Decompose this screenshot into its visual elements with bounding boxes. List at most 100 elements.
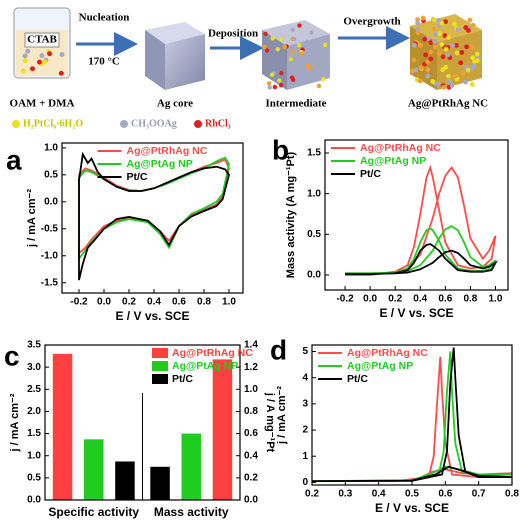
x-tick-label: 1.0 xyxy=(489,294,503,305)
particle xyxy=(440,54,446,60)
intermediate-right xyxy=(287,34,330,90)
particle xyxy=(266,81,272,86)
particle xyxy=(466,28,471,33)
x-tick-label: 0.6 xyxy=(172,297,186,308)
x-tick-label: 0.4 xyxy=(413,294,427,305)
particle xyxy=(432,39,438,44)
particle xyxy=(267,85,272,90)
y-tick-label: 1.0 xyxy=(44,142,58,153)
particle xyxy=(452,73,458,79)
particle xyxy=(413,67,419,73)
particle xyxy=(446,79,452,84)
particle xyxy=(307,66,312,71)
bar xyxy=(181,433,201,500)
particle xyxy=(58,70,64,76)
particle xyxy=(454,50,460,56)
legend-dot xyxy=(194,120,202,128)
legend-label: Pt/C xyxy=(127,171,148,183)
particle xyxy=(442,33,448,38)
particle xyxy=(463,79,468,85)
particle xyxy=(278,36,284,42)
particle xyxy=(297,23,302,28)
label-box xyxy=(24,32,60,48)
y-tick-label: 3.5 xyxy=(27,340,41,351)
cube-top xyxy=(145,22,205,44)
particle xyxy=(428,49,434,55)
legend-dot xyxy=(120,120,128,128)
legend-label: Ag@PtRhAg NC xyxy=(360,142,441,154)
particle xyxy=(474,58,480,64)
precursor-label: H₂PtCl₆·6H₂O xyxy=(23,118,83,129)
particle xyxy=(47,51,53,57)
particle xyxy=(436,51,442,57)
y-label: j / mA cm⁻² xyxy=(26,189,38,248)
legend-label: Ag@PtAg NP xyxy=(360,155,426,167)
y-label: j / mA cm⁻² xyxy=(9,393,21,452)
y2-tick-label: 1.2 xyxy=(244,362,258,373)
panel-letter: b xyxy=(272,134,289,165)
x-label: E / V vs. SCE xyxy=(379,306,453,320)
legend-label: Ag@PtAg NP xyxy=(347,360,413,372)
y-label: Mass activity (A mg⁻¹Pt) xyxy=(285,151,297,278)
x-tick-label: -0.2 xyxy=(336,294,354,305)
particle xyxy=(291,36,297,42)
particle xyxy=(309,30,314,35)
temperature-label: 170 °C xyxy=(88,56,120,68)
particle xyxy=(411,42,417,48)
step-label: Overgrowth xyxy=(343,16,400,28)
y2-tick-label: 1.4 xyxy=(244,340,258,351)
particle xyxy=(439,42,445,47)
x-tick-label: -0.2 xyxy=(70,297,88,308)
product-top xyxy=(410,14,482,42)
bar xyxy=(84,439,104,500)
particle xyxy=(445,52,451,58)
x-tick-label: 0.0 xyxy=(363,294,377,305)
particle xyxy=(411,57,417,63)
particle xyxy=(418,65,424,71)
particle xyxy=(290,49,296,55)
particle xyxy=(279,70,284,76)
particle xyxy=(299,51,304,57)
particle xyxy=(263,31,268,37)
series-line xyxy=(78,151,230,281)
particle xyxy=(321,76,326,82)
x-tick-label: 0.8 xyxy=(505,489,519,500)
particle xyxy=(275,46,280,52)
particle xyxy=(282,44,287,50)
y-tick-label: -1.5 xyxy=(41,277,59,288)
panel-letter: a xyxy=(6,144,22,175)
particle xyxy=(291,77,296,83)
y-tick-label: 1.5 xyxy=(27,428,41,439)
x-tick-label: 0.2 xyxy=(388,294,402,305)
bar xyxy=(150,466,170,500)
y-tick-label: 1.0 xyxy=(27,450,41,461)
x-tick-label: 0.0 xyxy=(97,297,111,308)
cube-left xyxy=(145,30,165,90)
particle xyxy=(458,60,464,66)
particle xyxy=(415,30,421,36)
precursor-label: CH₃OOAg xyxy=(131,118,177,129)
x-tick-label: 0.2 xyxy=(305,489,319,500)
x-tick-label: 0.4 xyxy=(147,297,161,308)
x-tick-label: 0.8 xyxy=(197,297,211,308)
particle xyxy=(272,84,278,90)
particle xyxy=(467,17,473,23)
legend-swatch xyxy=(152,348,168,358)
particle xyxy=(269,72,275,77)
y-tick-label: 1 xyxy=(302,451,308,462)
particle xyxy=(446,73,451,79)
y2-label: j / A mg⁻¹Pt xyxy=(264,392,276,453)
particle xyxy=(460,70,466,76)
particle xyxy=(422,36,428,42)
particle xyxy=(262,44,267,50)
panel-letter: d xyxy=(270,334,287,365)
particle xyxy=(270,36,275,41)
particle xyxy=(415,20,421,26)
core-label: Ag core xyxy=(157,98,193,110)
y2-tick-label: 0.0 xyxy=(244,495,258,506)
particle xyxy=(305,63,310,68)
x-tick-label: 0.2 xyxy=(122,297,136,308)
y-tick-label: 0.5 xyxy=(307,229,321,240)
particle xyxy=(459,50,465,55)
particle xyxy=(443,64,449,70)
